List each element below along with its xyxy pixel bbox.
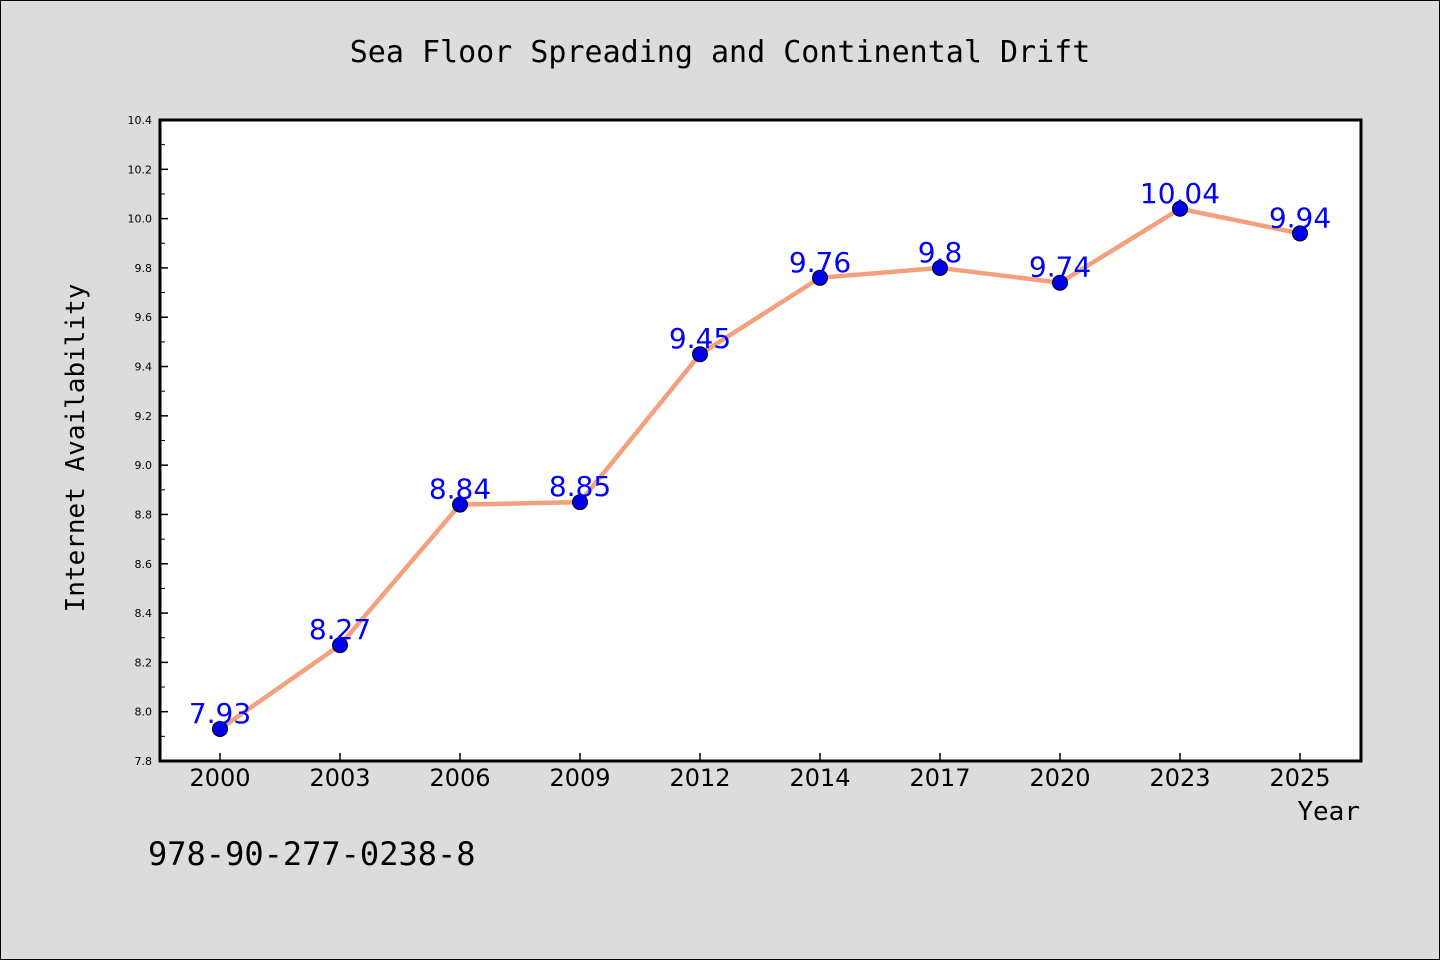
x-tick-label: 2009 <box>549 764 610 792</box>
x-axis: 2000 2003 2006 2009 2012 2014 2017 2020 2023 2025 <box>189 753 1331 792</box>
data-label: 8.27 <box>309 613 371 646</box>
y-tick-label: 9.6 <box>135 311 153 324</box>
x-tick-label: 2014 <box>789 764 850 792</box>
y-tick-label: 8.6 <box>135 558 153 571</box>
y-tick-label: 8.8 <box>135 508 153 521</box>
plot-area <box>158 118 1363 763</box>
y-tick-label: 10.0 <box>128 213 153 226</box>
data-label: 9.74 <box>1029 251 1091 284</box>
x-tick-label: 2020 <box>1029 764 1090 792</box>
x-tick-label: 2012 <box>669 764 730 792</box>
x-tick-label: 2000 <box>189 764 250 792</box>
data-label: 8.85 <box>549 470 611 503</box>
chart-title: Sea Floor Spreading and Continental Drif… <box>350 35 1091 70</box>
y-tick-label: 8.4 <box>135 607 153 620</box>
x-tick-label: 2023 <box>1149 764 1210 792</box>
x-tick-label: 2017 <box>909 764 970 792</box>
x-tick-label: 2006 <box>429 764 490 792</box>
data-label: 9.45 <box>669 322 731 355</box>
data-label: 9.8 <box>918 236 963 269</box>
y-axis-label: Internet Availability <box>61 284 91 613</box>
data-label: 8.84 <box>429 473 491 506</box>
series-line <box>218 206 1301 731</box>
y-tick-label: 9.2 <box>135 410 153 423</box>
x-tick-label: 2003 <box>309 764 370 792</box>
data-point <box>932 259 948 276</box>
data-point <box>212 720 228 737</box>
y-tick-label: 9.8 <box>135 262 153 275</box>
x-tick-label: 2025 <box>1269 764 1330 792</box>
data-point <box>1172 200 1188 217</box>
y-tick-label: 7.8 <box>135 755 153 768</box>
data-point <box>452 496 468 513</box>
data-point <box>332 637 348 654</box>
data-label: 7.93 <box>189 697 251 730</box>
data-point <box>692 346 708 363</box>
data-point <box>572 494 588 511</box>
y-tick-label: 8.0 <box>135 706 153 719</box>
y-axis: 7.8 8.0 8.2 8.4 8.6 8.8 9.0 9.2 9.4 9.6 9.8 10.0 10.… <box>128 114 168 768</box>
data-label: 10.04 <box>1140 177 1220 210</box>
data-label: 9.94 <box>1269 201 1331 234</box>
y-tick-label: 9.0 <box>135 459 153 472</box>
footer-isbn-text: 978-90-277-0238-8 <box>148 835 476 873</box>
data-point <box>1292 225 1308 242</box>
data-point <box>812 269 828 286</box>
y-tick-label: 10.4 <box>128 114 153 127</box>
y-tick-label: 9.4 <box>135 361 153 374</box>
y-tick-label: 8.2 <box>135 656 153 669</box>
x-axis-label: Year <box>1297 797 1360 827</box>
data-point <box>1052 274 1068 291</box>
y-tick-label: 10.2 <box>128 163 153 176</box>
data-label: 9.76 <box>789 246 851 279</box>
series-layer: 7.93 8.27 8.84 8.85 9.45 9.76 9.8 9.74 10.04 9.94 <box>189 177 1331 737</box>
